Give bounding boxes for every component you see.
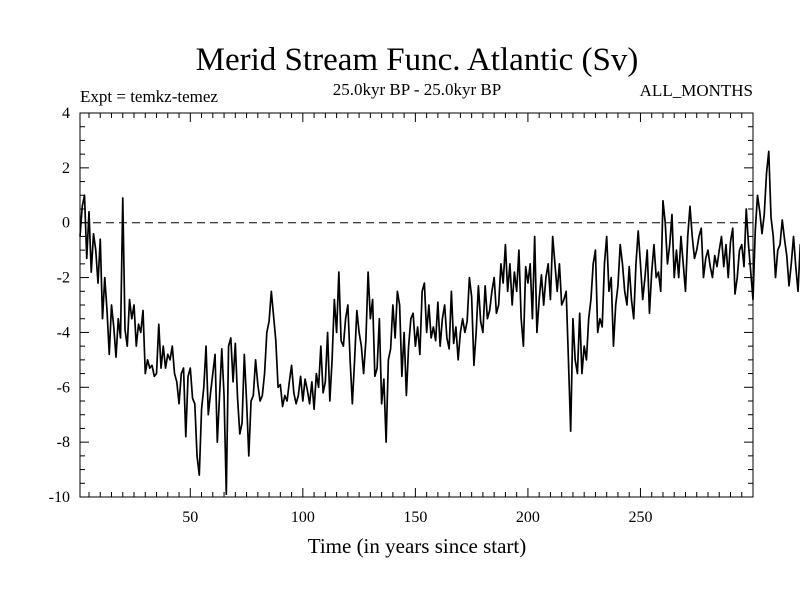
axis-ticks	[80, 112, 753, 498]
x-tick-label: 200	[516, 509, 540, 526]
y-tick-label: -2	[57, 270, 70, 287]
series-line	[79, 150, 800, 496]
y-tick-label: 2	[62, 160, 70, 177]
chart-title: Merid Stream Func. Atlantic (Sv)	[196, 42, 639, 78]
y-tick-label: -10	[49, 489, 70, 506]
x-tick-label: 50	[182, 509, 198, 526]
y-tick-label: -6	[57, 379, 70, 396]
experiment-label: Expt = temkz-temez	[80, 87, 218, 106]
y-tick-label: 4	[62, 105, 70, 122]
y-tick-label: -8	[57, 434, 70, 451]
x-tick-label: 150	[403, 509, 427, 526]
x-axis-label: Time (in years since start)	[308, 534, 527, 558]
months-label: ALL_MONTHS	[640, 81, 753, 100]
plot-frame	[79, 112, 754, 498]
y-tick-label: -4	[57, 324, 70, 341]
tick-labels: 50 100 150 200 250 4 2 0 -2 -4 -6 -8 -10	[49, 105, 653, 526]
x-tick-label: 250	[628, 509, 652, 526]
period-label: 25.0kyr BP - 25.0kyr BP	[333, 80, 501, 99]
x-tick-label: 100	[291, 509, 315, 526]
y-tick-label: 0	[62, 215, 70, 232]
